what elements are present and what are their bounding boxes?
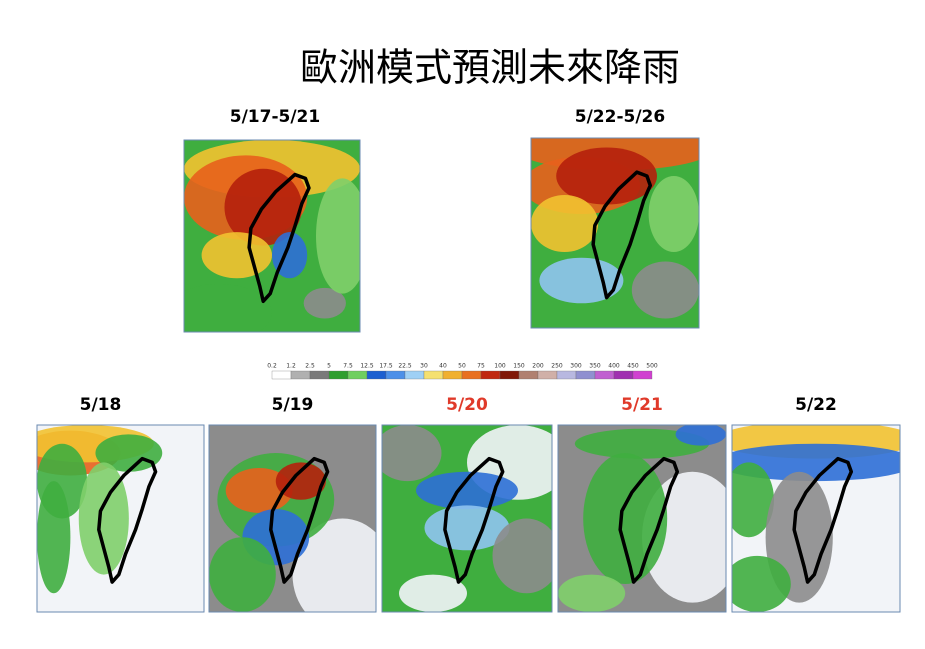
map-frame bbox=[208, 424, 377, 613]
rain-area bbox=[539, 257, 624, 304]
rain-area bbox=[303, 287, 346, 319]
rain-area bbox=[732, 555, 791, 612]
map-frame bbox=[557, 424, 727, 613]
map-frame bbox=[530, 137, 700, 329]
colorbar-label: 2.5 bbox=[305, 363, 315, 370]
rain-area bbox=[382, 425, 442, 482]
colorbar-segment bbox=[385, 370, 406, 380]
rain-area bbox=[732, 462, 774, 538]
taiwan-outline bbox=[99, 459, 156, 582]
colorbar-label: 450 bbox=[627, 363, 639, 370]
map-frame bbox=[36, 424, 205, 613]
colorbar-segment bbox=[404, 370, 425, 380]
colorbar-segment bbox=[613, 370, 634, 380]
colorbar-label: 200 bbox=[532, 363, 544, 370]
colorbar-label: 300 bbox=[570, 363, 582, 370]
period-label: 5/17-5/21 bbox=[230, 107, 320, 127]
colorbar-segment bbox=[518, 370, 539, 380]
colorbar-segment bbox=[537, 370, 558, 380]
colorbar-label: 100 bbox=[494, 363, 506, 370]
colorbar-segment bbox=[290, 370, 311, 380]
colorbar-label: 30 bbox=[420, 363, 428, 370]
taiwan-outline bbox=[794, 459, 851, 582]
taiwan-outline bbox=[620, 459, 677, 582]
day-label: 5/19 bbox=[272, 395, 314, 415]
map-frame bbox=[183, 139, 361, 333]
colorbar-segment bbox=[442, 370, 463, 380]
taiwan-outline bbox=[593, 172, 650, 297]
rain-area bbox=[583, 453, 668, 584]
colorbar-label: 40 bbox=[439, 363, 447, 370]
map bbox=[184, 140, 360, 332]
colorbar-segment bbox=[632, 370, 653, 380]
day-label: 5/18 bbox=[80, 395, 122, 415]
colorbar-label: 0.2 bbox=[267, 363, 277, 370]
colorbar-segment bbox=[461, 370, 482, 380]
colorbar-segment bbox=[556, 370, 577, 380]
day-label: 5/22 bbox=[795, 395, 837, 415]
colorbar-label: 150 bbox=[513, 363, 525, 370]
rain-area bbox=[399, 574, 467, 612]
colorbar-segment bbox=[423, 370, 444, 380]
rain-area bbox=[648, 176, 699, 252]
colorbar-segment bbox=[499, 370, 520, 380]
rain-area bbox=[37, 481, 71, 594]
rain-area bbox=[631, 261, 699, 319]
colorbar-label: 75 bbox=[477, 363, 485, 370]
rain-area bbox=[675, 425, 726, 446]
taiwan-outline bbox=[271, 459, 328, 582]
map-frame bbox=[731, 424, 901, 613]
taiwan-outline bbox=[249, 175, 309, 302]
colorbar-segment bbox=[594, 370, 615, 380]
day-label: 5/21 bbox=[621, 395, 663, 415]
colorbar-segment bbox=[271, 370, 292, 380]
rain-area bbox=[201, 232, 272, 279]
rain-area bbox=[316, 178, 360, 294]
period-label: 5/22-5/26 bbox=[575, 107, 665, 127]
colorbar-segment bbox=[575, 370, 596, 380]
colorbar-label: 7.5 bbox=[343, 363, 353, 370]
rain-area bbox=[492, 518, 552, 594]
map bbox=[531, 138, 699, 328]
rain-area bbox=[732, 443, 900, 482]
colorbar-label: 1.2 bbox=[286, 363, 296, 370]
rain-area bbox=[78, 462, 129, 575]
map bbox=[209, 425, 376, 612]
colorbar-label: 350 bbox=[589, 363, 601, 370]
map bbox=[37, 425, 204, 612]
slide-title: 歐洲模式預測未來降雨 bbox=[300, 46, 680, 90]
rain-area bbox=[275, 462, 326, 500]
rain-area bbox=[184, 284, 272, 332]
rain-area bbox=[558, 574, 626, 612]
colorbar-label: 12.5 bbox=[360, 363, 374, 370]
rain-area bbox=[209, 537, 276, 612]
colorbar-label: 5 bbox=[327, 363, 331, 370]
colorbar-label: 250 bbox=[551, 363, 563, 370]
colorbar-segment bbox=[347, 370, 368, 380]
map bbox=[382, 425, 552, 612]
map bbox=[558, 425, 726, 612]
taiwan-outline bbox=[445, 459, 503, 582]
colorbar-label: 17.5 bbox=[379, 363, 393, 370]
colorbar-segment bbox=[309, 370, 330, 380]
rain-area bbox=[292, 518, 376, 612]
colorbar-segment bbox=[328, 370, 349, 380]
map bbox=[732, 425, 900, 612]
day-label: 5/20 bbox=[446, 395, 488, 415]
rain-area bbox=[556, 147, 657, 205]
rain-area bbox=[95, 434, 163, 472]
colorbar-label: 50 bbox=[458, 363, 466, 370]
map-frame bbox=[381, 424, 553, 613]
colorbar-segment bbox=[480, 370, 501, 380]
rain-area bbox=[531, 195, 599, 252]
colorbar-label: 22.5 bbox=[398, 363, 412, 370]
colorbar-segment bbox=[366, 370, 387, 380]
rain-area bbox=[574, 428, 710, 459]
colorbar-label: 400 bbox=[608, 363, 620, 370]
colorbar-label: 500 bbox=[646, 363, 658, 370]
